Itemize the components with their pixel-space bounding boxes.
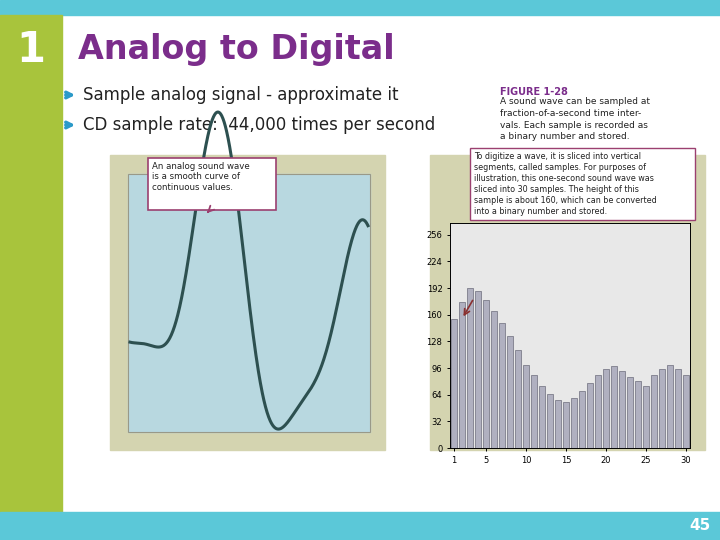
Bar bbox=[0, 0, 720, 15]
Bar bbox=[555, 400, 561, 448]
Bar bbox=[643, 386, 649, 448]
Bar bbox=[0, 15, 62, 515]
Bar bbox=[595, 375, 601, 448]
Text: A sound wave can be sampled at
fraction-of-a-second time inter-
vals. Each sampl: A sound wave can be sampled at fraction-… bbox=[500, 97, 650, 141]
Bar bbox=[651, 375, 657, 448]
Bar bbox=[587, 383, 593, 448]
Bar bbox=[635, 381, 641, 448]
Bar bbox=[547, 394, 553, 448]
Text: To digitize a wave, it is sliced into vertical
segments, called samples. For pur: To digitize a wave, it is sliced into ve… bbox=[474, 152, 657, 217]
Bar bbox=[430, 155, 705, 450]
Bar bbox=[619, 372, 625, 448]
Text: 45: 45 bbox=[689, 518, 711, 534]
Bar bbox=[128, 174, 370, 432]
Text: FIGURE 1-28: FIGURE 1-28 bbox=[500, 87, 568, 97]
Bar bbox=[483, 300, 489, 448]
Bar bbox=[515, 350, 521, 448]
Bar bbox=[627, 377, 633, 448]
Bar bbox=[611, 366, 617, 448]
Bar bbox=[667, 364, 673, 448]
Bar bbox=[148, 158, 276, 210]
Bar bbox=[603, 369, 609, 448]
Bar bbox=[128, 174, 370, 432]
Text: Sample analog signal - approximate it: Sample analog signal - approximate it bbox=[83, 86, 398, 104]
Bar bbox=[579, 392, 585, 448]
Text: An analog sound wave
is a smooth curve of
continuous values.: An analog sound wave is a smooth curve o… bbox=[152, 162, 250, 192]
Bar bbox=[470, 148, 695, 220]
Bar bbox=[563, 402, 569, 448]
Text: 1: 1 bbox=[17, 29, 45, 71]
Bar bbox=[475, 292, 481, 448]
Bar bbox=[459, 302, 465, 448]
Bar bbox=[571, 398, 577, 448]
Bar bbox=[451, 319, 457, 448]
Bar bbox=[659, 369, 665, 448]
Bar bbox=[683, 375, 689, 448]
Bar bbox=[539, 386, 545, 448]
Bar bbox=[499, 323, 505, 448]
Bar bbox=[507, 335, 513, 448]
Text: CD sample rate:  44,000 times per second: CD sample rate: 44,000 times per second bbox=[83, 116, 436, 134]
Bar bbox=[467, 288, 473, 448]
Text: Analog to Digital: Analog to Digital bbox=[78, 33, 395, 66]
Bar bbox=[0, 512, 720, 540]
Bar bbox=[531, 375, 537, 448]
Bar bbox=[675, 369, 681, 448]
Bar bbox=[491, 310, 497, 448]
Bar bbox=[110, 155, 385, 450]
Bar bbox=[523, 364, 529, 448]
